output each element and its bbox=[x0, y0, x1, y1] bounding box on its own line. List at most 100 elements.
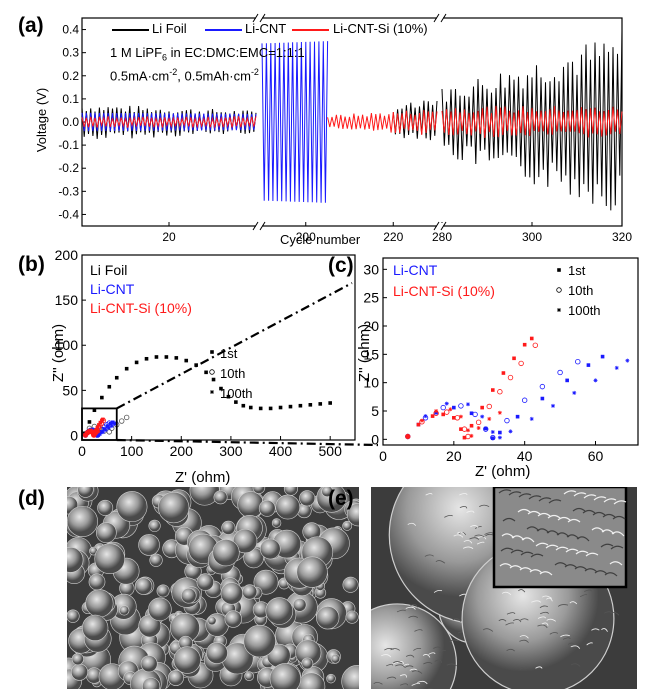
c-point-li-cnt-10th bbox=[472, 411, 478, 418]
sem-inset-flake bbox=[548, 499, 562, 504]
b-point-li-foil-1st bbox=[114, 375, 119, 380]
c-point-li-cnt-si-1st bbox=[469, 423, 474, 428]
sem-texture-flake bbox=[584, 589, 592, 592]
sem-particle bbox=[301, 657, 314, 670]
sem-texture-flake bbox=[400, 683, 409, 686]
a-plot-frame bbox=[81, 17, 623, 227]
c-point-li-cnt-si-1st bbox=[501, 371, 506, 375]
b-point-li-cnt-si-100th bbox=[83, 433, 88, 438]
sem-texture-flake bbox=[540, 611, 549, 615]
a-ytick-label: -0.4 bbox=[58, 207, 79, 221]
c-point-li-cnt-si-10th bbox=[507, 374, 514, 381]
sem-texture-flake bbox=[381, 654, 392, 658]
sem-inset-flake bbox=[584, 568, 598, 573]
sem-particle bbox=[207, 616, 217, 626]
sem-particle bbox=[70, 663, 89, 681]
sem-d-texture bbox=[67, 487, 359, 689]
sem-inset-flake bbox=[545, 544, 559, 549]
b-point-li-cnt-100th bbox=[109, 424, 114, 429]
b-point-li-foil-1st bbox=[92, 408, 97, 413]
a-xtick-label: 220 bbox=[383, 230, 403, 244]
sem-particle bbox=[292, 598, 307, 612]
sem-particle bbox=[88, 573, 106, 591]
sem-inset-flake bbox=[567, 518, 581, 523]
a-xtick-label: 320 bbox=[612, 230, 632, 244]
sem-inset-flake bbox=[509, 565, 523, 570]
sem-particle bbox=[224, 610, 242, 628]
sem-texture-flake bbox=[484, 532, 494, 535]
sem-particle bbox=[148, 597, 172, 622]
sem-particle bbox=[232, 528, 258, 554]
sem-texture-flake bbox=[396, 609, 406, 613]
b-point-li-cnt-10th bbox=[106, 420, 112, 426]
a-axis-break-mark bbox=[433, 13, 447, 23]
sem-texture-flake bbox=[505, 622, 515, 626]
c-point-li-cnt-si-100th bbox=[419, 418, 424, 423]
b-point-li-cnt-si-100th bbox=[85, 430, 90, 435]
sem-texture-flake bbox=[459, 493, 468, 496]
a-ytick-label: 0.4 bbox=[62, 23, 79, 37]
sem-particle bbox=[244, 671, 254, 681]
sem-texture-flake bbox=[408, 615, 419, 619]
sem-particle bbox=[173, 646, 201, 674]
b-point-li-foil-1st bbox=[248, 405, 253, 410]
c-point-li-cnt-1st bbox=[498, 430, 502, 435]
b-point-li-foil-1st bbox=[328, 401, 332, 405]
c-point-li-cnt-1st bbox=[515, 414, 520, 419]
sem-inset-flake bbox=[517, 508, 531, 513]
a-xtick-label: 300 bbox=[522, 230, 542, 244]
sem-particle bbox=[220, 582, 243, 605]
b-point-li-foil-1st bbox=[258, 406, 263, 411]
b-ytick-label: 150 bbox=[55, 292, 79, 308]
sem-texture-flake bbox=[417, 680, 428, 685]
sem-texture-flake bbox=[444, 514, 453, 518]
sem-inset-flake bbox=[611, 531, 625, 537]
b-point-li-cnt-si-1st bbox=[97, 423, 101, 427]
sem-particle bbox=[265, 597, 294, 625]
c-point-li-cnt-1st bbox=[469, 411, 474, 416]
b-xtick-label: 100 bbox=[120, 443, 144, 459]
a-series-li-cnt-si bbox=[81, 105, 623, 138]
sem-texture-flake bbox=[570, 645, 581, 649]
sem-texture-flake bbox=[384, 648, 394, 651]
b-point-li-foil-10th bbox=[106, 429, 112, 435]
sem-texture-flake bbox=[435, 560, 446, 564]
sem-texture-flake bbox=[542, 595, 553, 599]
a-axis-break-gap bbox=[437, 223, 443, 229]
sem-texture-flake bbox=[546, 618, 556, 622]
b-xtick-label: 0 bbox=[78, 443, 86, 459]
sem-inset-flake bbox=[593, 496, 607, 501]
b-point-li-foil-1st bbox=[164, 355, 169, 359]
sem-texture-flake bbox=[541, 622, 549, 626]
sem-inset-flake bbox=[538, 497, 552, 502]
sem-inset-flake bbox=[539, 571, 553, 576]
a-axis-break-mark bbox=[252, 13, 266, 23]
b-point-li-foil-1st bbox=[288, 404, 293, 409]
sem-texture-flake bbox=[390, 648, 400, 651]
b-point-li-foil-1st bbox=[204, 370, 208, 375]
b-ytick-label: 50 bbox=[62, 382, 78, 398]
sem-inset-flake bbox=[557, 516, 571, 521]
sem-particle bbox=[316, 606, 340, 630]
b-ytick-label: 200 bbox=[55, 247, 79, 263]
a-xtick-label: 20 bbox=[162, 230, 176, 244]
b-point-li-foil-1st bbox=[154, 355, 159, 359]
a-axis-break-gap bbox=[437, 15, 443, 21]
c-point-li-cnt-si-1st bbox=[512, 356, 516, 361]
b-point-li-cnt-si-10th bbox=[100, 417, 107, 424]
sem-texture-flake bbox=[433, 589, 443, 593]
sem-inset-flake bbox=[610, 545, 624, 550]
c-point-li-cnt-10th bbox=[504, 417, 510, 424]
c-point-li-cnt-si-1st bbox=[462, 435, 467, 440]
b-legend-marker-1st bbox=[210, 350, 214, 354]
sem-particle bbox=[371, 603, 457, 689]
c-point-li-cnt-si-100th bbox=[458, 414, 463, 419]
sem-texture-flake bbox=[411, 670, 423, 674]
sem-texture-flake bbox=[519, 635, 529, 639]
c-point-li-cnt-1st bbox=[600, 354, 605, 359]
sem-inset-flake bbox=[498, 489, 512, 494]
sem-particle bbox=[242, 584, 258, 600]
c-point-li-cnt-si-10th bbox=[454, 415, 461, 421]
c-point-li-cnt-1st bbox=[452, 405, 456, 410]
a-series-li-foil bbox=[81, 30, 623, 211]
